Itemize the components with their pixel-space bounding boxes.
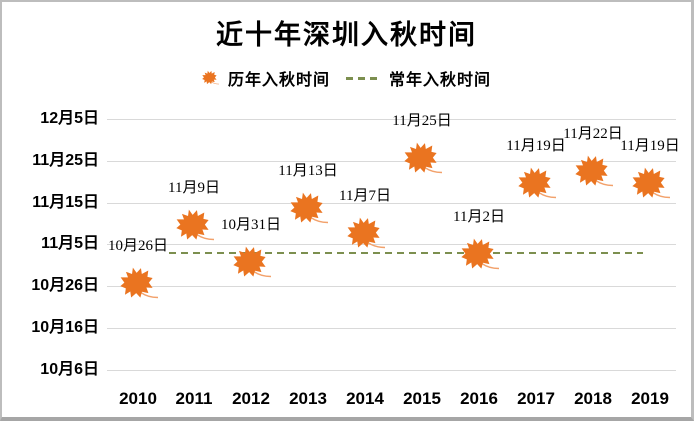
y-axis-label: 11月25日 [32, 152, 99, 169]
gridline [107, 161, 676, 162]
x-axis-label: 2019 [631, 389, 669, 408]
y-axis-label: 11月5日 [41, 235, 99, 252]
chart-title: 近十年深圳入秋时间 [216, 20, 477, 50]
gridline [107, 203, 676, 204]
reference-line [169, 252, 643, 254]
x-axis-label: 2012 [232, 389, 270, 408]
legend-label-normal: 常年入秋时间 [389, 72, 492, 89]
data-point-leaf-icon[interactable] [233, 245, 271, 283]
data-point-leaf-icon[interactable] [575, 154, 613, 192]
gridline [107, 286, 676, 287]
legend-label-historical: 历年入秋时间 [227, 72, 330, 89]
x-axis-label: 2015 [403, 389, 441, 408]
data-point-label: 11月13日 [278, 163, 338, 179]
y-axis-label: 11月15日 [32, 194, 99, 211]
data-point-leaf-icon[interactable] [461, 237, 499, 275]
y-axis-label: 10月16日 [31, 319, 99, 336]
x-axis-label: 2018 [574, 389, 612, 408]
data-point-label: 11月25日 [392, 113, 452, 129]
data-point-leaf-icon[interactable] [404, 141, 442, 179]
data-point-label: 11月22日 [563, 126, 623, 142]
y-axis-label: 12月5日 [40, 110, 99, 127]
gridline [107, 328, 676, 329]
data-point-label: 10月26日 [107, 238, 168, 254]
data-point-leaf-icon[interactable] [518, 166, 556, 204]
gridline [107, 244, 676, 245]
data-point-label: 11月7日 [339, 188, 391, 204]
data-point-label: 11月19日 [506, 138, 566, 154]
x-axis-label: 2013 [289, 389, 327, 408]
data-point-leaf-icon[interactable] [120, 266, 158, 304]
y-axis-label: 10月26日 [31, 277, 99, 294]
legend: 历年入秋时间 常年入秋时间 [2, 66, 691, 90]
data-point-label: 11月2日 [453, 209, 505, 225]
gridline [107, 370, 676, 371]
y-axis-label: 10月6日 [40, 361, 99, 378]
dashed-line-icon [346, 76, 380, 80]
data-point-leaf-icon[interactable] [347, 216, 385, 254]
data-point-label: 10月31日 [220, 217, 281, 233]
gridline [107, 119, 676, 120]
x-axis-label: 2017 [517, 389, 555, 408]
x-axis-label: 2016 [460, 389, 498, 408]
data-point-label: 11月9日 [168, 180, 220, 196]
x-axis-label: 2011 [175, 389, 213, 408]
legend-item-historical[interactable]: 历年入秋时间 [201, 66, 330, 90]
x-axis-label: 2010 [119, 389, 157, 408]
data-point-leaf-icon[interactable] [632, 166, 670, 204]
x-axis-label: 2014 [346, 389, 384, 408]
data-point-label: 11月19日 [620, 138, 680, 154]
legend-item-normal[interactable]: 常年入秋时间 [330, 66, 491, 90]
plot-area: 10月6日 10月16日 10月26日 11月5日 11月15日 11月25日 12月5日 1… [2, 2, 691, 417]
